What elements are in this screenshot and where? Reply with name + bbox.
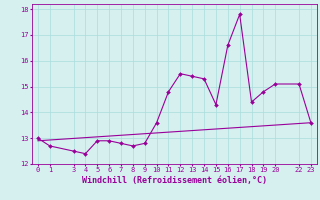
X-axis label: Windchill (Refroidissement éolien,°C): Windchill (Refroidissement éolien,°C)	[82, 176, 267, 185]
